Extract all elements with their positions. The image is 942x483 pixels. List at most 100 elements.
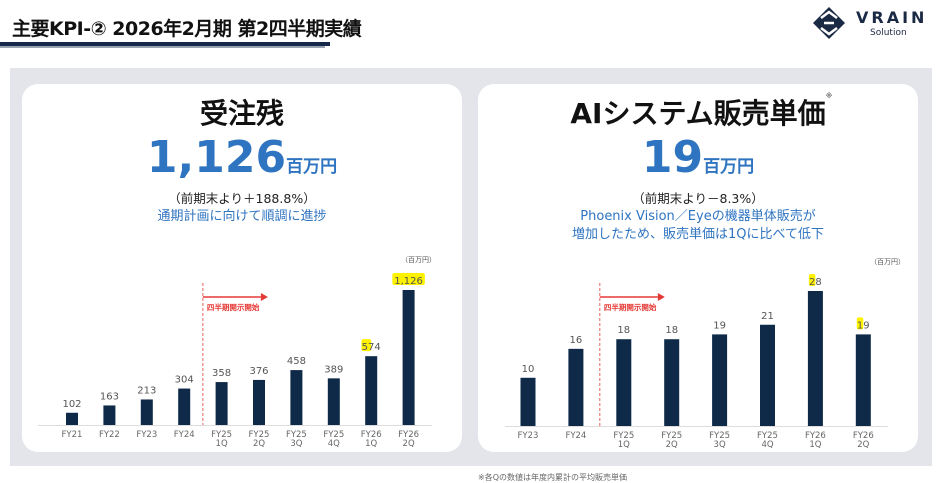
data-label: 21 [761, 311, 774, 322]
kpi-value: 1,126百万円 [22, 132, 462, 183]
data-label: 1,126 [394, 276, 423, 287]
bar [568, 348, 584, 426]
tick-label: 4Q [761, 440, 773, 450]
tick-label: FY25 [613, 431, 634, 441]
data-label: 102 [62, 399, 81, 410]
data-label: 574 [362, 342, 381, 353]
title-underline-shadow [0, 46, 325, 48]
tick-label: FY25 [211, 430, 232, 440]
kpi-unit: 百万円 [703, 157, 755, 177]
bar [365, 356, 378, 425]
tick-label: FY25 [661, 431, 682, 441]
annotation-label: 四半期開示開始 [207, 302, 260, 312]
bar [215, 382, 228, 425]
tick-label: FY23 [518, 431, 539, 441]
tick-label: 2Q [666, 440, 678, 450]
data-label: 163 [100, 391, 119, 402]
data-label: 16 [570, 335, 583, 346]
footnote-mark: ※ [825, 92, 833, 100]
data-label: 304 [175, 375, 194, 386]
tick-label: FY25 [323, 430, 344, 440]
bar [855, 334, 871, 426]
tick-label: FY26 [853, 431, 874, 441]
highlight-mark [392, 273, 425, 285]
kpi-value: 19百万円 [478, 132, 918, 183]
kpi-change: （前期末より－8.3%） [632, 191, 764, 206]
data-label: 19 [857, 320, 870, 331]
kpi-change: （前期末より＋188.8%） [168, 191, 316, 206]
tick-label: 2Q [857, 440, 869, 450]
data-label: 389 [324, 364, 343, 375]
title-underline [0, 42, 330, 46]
tick-label: FY26 [805, 431, 826, 441]
tick-label: FY25 [249, 430, 270, 440]
data-label: 458 [287, 356, 306, 367]
bar [327, 378, 340, 425]
data-label: 213 [137, 385, 156, 396]
comment-line: 増加したため、販売単価は1Qに比べて低下 [572, 227, 824, 242]
comment-line: Phoenix Vision／Eyeの機器単体販売が [580, 209, 816, 224]
logo-icon [813, 7, 845, 39]
bar [402, 290, 415, 425]
bar [253, 379, 265, 425]
tick-label: 1Q [809, 440, 821, 450]
logo-subtitle: Solution [870, 28, 907, 38]
unit-label: （百万円） [870, 258, 905, 266]
bar [616, 339, 632, 426]
tick-label: 1Q [618, 440, 630, 450]
tick-label: 4Q [328, 439, 340, 449]
bar [807, 291, 823, 426]
tick-label: 2Q [253, 439, 265, 449]
bar [520, 377, 536, 426]
highlight-mark [808, 274, 816, 286]
card-title: AIシステム販売単価 ※ [478, 92, 918, 132]
tick-label: FY24 [174, 430, 195, 440]
tick-label: FY26 [398, 430, 419, 440]
tick-label: FY22 [99, 430, 120, 440]
order-backlog-card: 受注残 1,126百万円 （前期末より＋188.8%） 通期計画に向けて順調に進… [22, 84, 462, 452]
page-title: 主要KPI-② 2026年2月期 第2四半期実績 [12, 18, 362, 40]
tick-label: FY25 [757, 431, 778, 441]
data-label: 10 [522, 364, 535, 375]
tick-label: FY25 [709, 431, 730, 441]
bar [290, 370, 303, 425]
company-logo: VRAIN Solution [812, 6, 937, 42]
kpi-number: 1,126 [146, 132, 287, 183]
bar [178, 388, 191, 425]
tick-label: 3Q [714, 440, 726, 450]
data-label: 18 [617, 325, 630, 336]
tick-label: FY25 [286, 430, 307, 440]
bar [664, 339, 680, 426]
tick-label: 1Q [216, 439, 228, 449]
annotation-label: 四半期開示開始 [604, 302, 657, 312]
tick-label: 2Q [403, 439, 415, 449]
arrow-icon [657, 293, 665, 301]
bar [760, 324, 775, 426]
card-title-text: AIシステム販売単価 [570, 97, 826, 130]
tick-label: FY21 [62, 430, 83, 440]
bar [712, 334, 728, 426]
kpi-comment: Phoenix Vision／Eyeの機器単体販売が 増加したため、販売単価は1Q… [478, 208, 918, 244]
tick-label: 1Q [365, 439, 377, 449]
data-label: 19 [713, 320, 726, 331]
kpi-comment: 通期計画に向けて順調に進捗 [157, 209, 327, 224]
tick-label: 3Q [290, 439, 302, 449]
bar [66, 412, 78, 425]
bar [140, 399, 153, 425]
data-label: 376 [249, 366, 268, 377]
tick-label: FY24 [565, 431, 586, 441]
tick-label: FY26 [361, 430, 382, 440]
kpi-number: 19 [641, 132, 704, 183]
tick-label: FY23 [136, 430, 157, 440]
footnote: ※各Qの数値は年度内累計の平均販売単価 [478, 473, 627, 482]
highlight-mark [361, 339, 372, 352]
data-label: 18 [665, 325, 678, 336]
data-label: 28 [809, 277, 822, 288]
logo-name: VRAIN [856, 8, 928, 27]
kpi-unit: 百万円 [286, 157, 338, 177]
data-label: 358 [212, 368, 231, 379]
bar [103, 405, 116, 425]
highlight-mark [856, 317, 864, 330]
unit-label: （百万円） [401, 256, 436, 264]
